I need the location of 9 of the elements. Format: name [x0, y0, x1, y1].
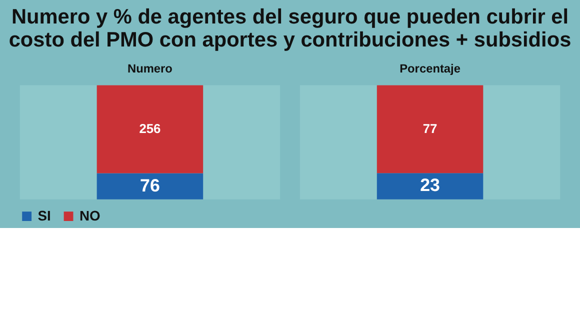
chart-title: Porcentaje	[400, 61, 461, 76]
text: Numero y % de agentes del seguro que pueden cubrir el costo del PMO con aportes y contribuciones + subsidios	[8, 6, 572, 52]
data-label: 23	[420, 175, 440, 196]
data-label: 76	[140, 175, 160, 196]
chart-title: Numero	[127, 61, 172, 76]
data-label: 256	[139, 121, 161, 136]
legend-label: SI	[38, 207, 51, 224]
data-label: 77	[422, 121, 438, 136]
legend-label: NO	[79, 207, 100, 224]
